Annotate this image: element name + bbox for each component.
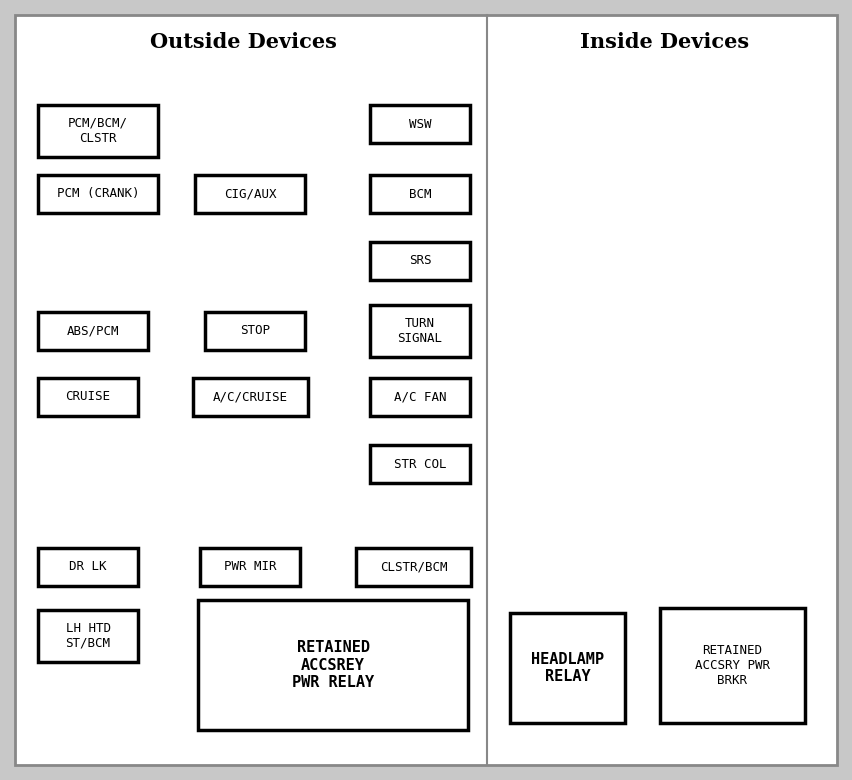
Bar	[370, 378, 470, 416]
Text: PWR MIR: PWR MIR	[224, 561, 276, 573]
Text: CLSTR/BCM: CLSTR/BCM	[380, 561, 447, 573]
Text: STOP: STOP	[240, 324, 270, 338]
Bar	[200, 548, 300, 586]
Text: Outside Devices: Outside Devices	[150, 32, 337, 52]
Text: A/C FAN: A/C FAN	[394, 391, 446, 403]
Bar	[510, 613, 625, 723]
Text: HEADLAMP
RELAY: HEADLAMP RELAY	[531, 652, 604, 684]
Text: WSW: WSW	[409, 118, 431, 130]
Bar	[370, 242, 470, 280]
Bar	[195, 175, 305, 213]
Bar	[660, 608, 805, 723]
Bar	[370, 305, 470, 357]
Text: ABS/PCM: ABS/PCM	[66, 324, 119, 338]
Text: Inside Devices: Inside Devices	[580, 32, 750, 52]
Text: DR LK: DR LK	[69, 561, 106, 573]
Text: RETAINED
ACCSRY PWR
BRKR: RETAINED ACCSRY PWR BRKR	[695, 644, 770, 687]
Bar	[370, 175, 470, 213]
Bar	[38, 378, 138, 416]
Bar	[38, 175, 158, 213]
Bar	[38, 312, 148, 350]
Bar	[38, 105, 158, 157]
Text: CIG/AUX: CIG/AUX	[224, 187, 276, 200]
Bar	[38, 548, 138, 586]
Text: BCM: BCM	[409, 187, 431, 200]
Bar	[193, 378, 308, 416]
Text: CRUISE: CRUISE	[66, 391, 111, 403]
Bar	[205, 312, 305, 350]
Text: PCM (CRANK): PCM (CRANK)	[57, 187, 139, 200]
Text: RETAINED
ACCSREY
PWR RELAY: RETAINED ACCSREY PWR RELAY	[292, 640, 374, 690]
Text: A/C/CRUISE: A/C/CRUISE	[213, 391, 288, 403]
Text: SRS: SRS	[409, 254, 431, 268]
Bar	[356, 548, 471, 586]
Text: STR COL: STR COL	[394, 458, 446, 470]
Bar	[198, 600, 468, 730]
Text: TURN
SIGNAL: TURN SIGNAL	[398, 317, 442, 345]
Text: LH HTD
ST/BCM: LH HTD ST/BCM	[66, 622, 111, 650]
Text: PCM/BCM/
CLSTR: PCM/BCM/ CLSTR	[68, 117, 128, 145]
Bar	[38, 610, 138, 662]
Bar	[370, 105, 470, 143]
Bar	[370, 445, 470, 483]
